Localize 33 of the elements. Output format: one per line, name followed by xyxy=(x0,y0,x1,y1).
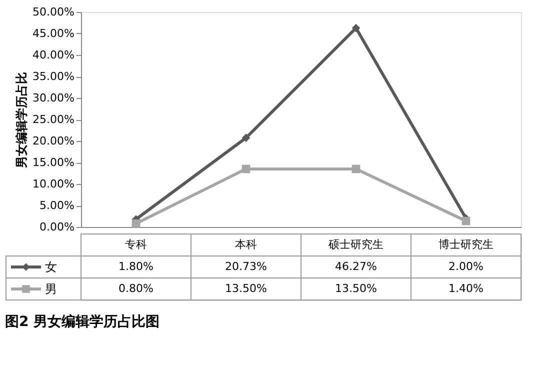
y-tick-label: 45.00% xyxy=(32,27,74,40)
y-axis-title: 男女编辑学历占比 xyxy=(14,72,29,169)
text: 图2 男女编辑学历占比图 xyxy=(5,313,160,330)
data-label: 1.40% xyxy=(448,282,484,295)
data-label: 20.73% xyxy=(225,260,267,273)
legend-label: 男 xyxy=(45,282,57,296)
x-tick-label: 博士研究生 xyxy=(438,238,494,251)
legend-label: 女 xyxy=(45,260,57,274)
y-tick-label: 20.00% xyxy=(32,134,74,148)
data-label: 13.50% xyxy=(225,282,267,295)
y-tick-label: 5.00% xyxy=(40,199,74,212)
x-tick-label: 专科 xyxy=(125,238,147,251)
data-label: 13.50% xyxy=(335,282,377,295)
y-tick-label: 50.00% xyxy=(32,6,74,18)
point xyxy=(132,219,140,228)
point xyxy=(462,216,470,226)
y-tick-label: 0.00% xyxy=(40,220,74,234)
y-tick-label: 10.00% xyxy=(32,178,74,190)
data-label: 46.27% xyxy=(335,260,377,273)
x-tick-label: 硕士研究生 xyxy=(328,238,384,251)
y-tick-label: 30.00% xyxy=(32,92,74,104)
point xyxy=(242,164,250,174)
y-tick-label: 15.00% xyxy=(32,156,74,169)
data-label: 1.80% xyxy=(118,260,154,273)
point xyxy=(352,24,360,32)
y-tick-label: 35.00% xyxy=(32,70,74,83)
point xyxy=(352,164,360,174)
data-label: 0.80% xyxy=(118,282,154,295)
y-tick-label: 40.00% xyxy=(32,48,74,62)
x-tick-label: 本科 xyxy=(235,238,257,251)
data-label: 2.00% xyxy=(448,260,484,273)
y-tick-label: 25.00% xyxy=(32,113,74,126)
point xyxy=(242,134,250,142)
